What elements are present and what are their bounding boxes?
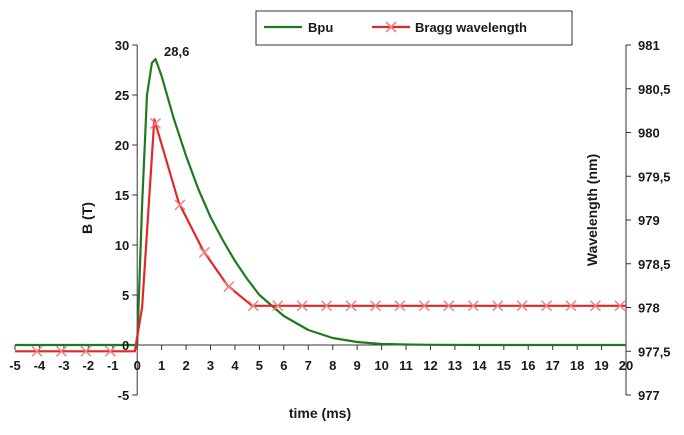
data-point-bragg	[345, 300, 357, 312]
y-tick-label-left: 15	[115, 188, 129, 203]
data-point-bragg	[516, 300, 528, 312]
y-tick-label-left: -5	[118, 388, 130, 403]
data-point-bragg	[492, 300, 504, 312]
data-point-bragg	[198, 246, 210, 258]
data-point-bragg	[541, 300, 553, 312]
y-tick-label-right: 979,5	[638, 169, 671, 184]
x-axis-title: time (ms)	[289, 405, 351, 421]
series-line-bragg-wavelength	[15, 118, 626, 353]
data-point-bragg	[55, 345, 67, 357]
x-tick-label: 13	[448, 358, 462, 373]
x-tick-label: 8	[329, 358, 336, 373]
data-point-bragg	[104, 345, 116, 357]
data-point-bragg	[321, 300, 333, 312]
labels-layer: -5051015202530977977,5978978,5979979,598…	[9, 38, 670, 403]
x-tick-label: 7	[305, 358, 312, 373]
x-tick-label: 17	[545, 358, 559, 373]
x-tick-label: -2	[83, 358, 95, 373]
data-point-bragg	[296, 300, 308, 312]
data-point-bragg	[174, 199, 186, 211]
y-tick-label-right: 978,5	[638, 257, 671, 272]
data-point-bragg	[80, 345, 92, 357]
y-tick-label-right: 978	[638, 301, 660, 316]
x-tick-label: 18	[570, 358, 584, 373]
legend-label-bpu: Bpu	[308, 20, 333, 35]
x-tick-label: 4	[231, 358, 239, 373]
x-tick-label: 10	[374, 358, 388, 373]
y-tick-label-left: 20	[115, 138, 129, 153]
y-tick-label-right: 977	[638, 388, 660, 403]
data-point-bragg	[443, 300, 455, 312]
data-point-bragg	[589, 300, 601, 312]
x-tick-label: 2	[182, 358, 189, 373]
y-tick-label-left: 5	[122, 288, 129, 303]
data-point-bragg	[149, 118, 162, 130]
y-axis-left-title: B (T)	[79, 202, 95, 234]
axes-layer	[14, 44, 631, 396]
y-tick-label-left: 10	[115, 238, 129, 253]
legend-marker-bragg	[385, 21, 397, 33]
data-point-bragg	[394, 300, 406, 312]
data-point-bragg	[272, 300, 284, 312]
x-tick-label: 16	[521, 358, 535, 373]
data-point-bragg	[614, 300, 626, 312]
y-tick-label-right: 981	[638, 38, 660, 53]
y-axis-right-title: Wavelength (nm)	[584, 154, 600, 266]
x-tick-label: 15	[497, 358, 511, 373]
y-tick-label-left: 30	[115, 38, 129, 53]
data-point-bragg	[247, 300, 259, 312]
legend-box	[255, 10, 573, 46]
x-tick-label: 6	[280, 358, 287, 373]
y-tick-label-left: 0	[122, 338, 129, 353]
legend: Bpu Bragg wavelength	[255, 10, 573, 46]
data-point-bragg	[31, 345, 43, 357]
x-tick-label: 3	[207, 358, 214, 373]
x-tick-label: -4	[34, 358, 46, 373]
x-tick-label: 11	[399, 358, 413, 373]
x-tick-label: -3	[58, 358, 70, 373]
data-point-bragg	[369, 300, 382, 312]
x-tick-label: 19	[594, 358, 608, 373]
y-tick-label-right: 979	[638, 213, 660, 228]
x-tick-label: -5	[9, 358, 21, 373]
x-tick-label: 12	[423, 358, 437, 373]
y-tick-label-right: 980	[638, 126, 660, 141]
x-tick-label: 5	[256, 358, 263, 373]
y-tick-label-left: 25	[115, 88, 129, 103]
x-tick-label: 1	[158, 358, 165, 373]
x-tick-label: 0	[134, 358, 141, 373]
y-tick-label-right: 980,5	[638, 82, 671, 97]
series-layer	[15, 57, 626, 357]
data-point-bragg	[565, 300, 577, 312]
legend-label-bragg: Bragg wavelength	[415, 20, 527, 35]
x-tick-label: 9	[354, 358, 361, 373]
x-tick-label: -1	[107, 358, 119, 373]
data-point-bragg	[467, 300, 479, 312]
data-point-bragg	[223, 281, 235, 293]
series-line-bpu	[15, 57, 626, 347]
peak-annotation: 28,6	[164, 44, 189, 59]
x-tick-label: 14	[472, 358, 487, 373]
x-tick-label: 20	[619, 358, 633, 373]
data-point-bragg	[418, 300, 430, 312]
y-tick-label-right: 977,5	[638, 344, 671, 359]
